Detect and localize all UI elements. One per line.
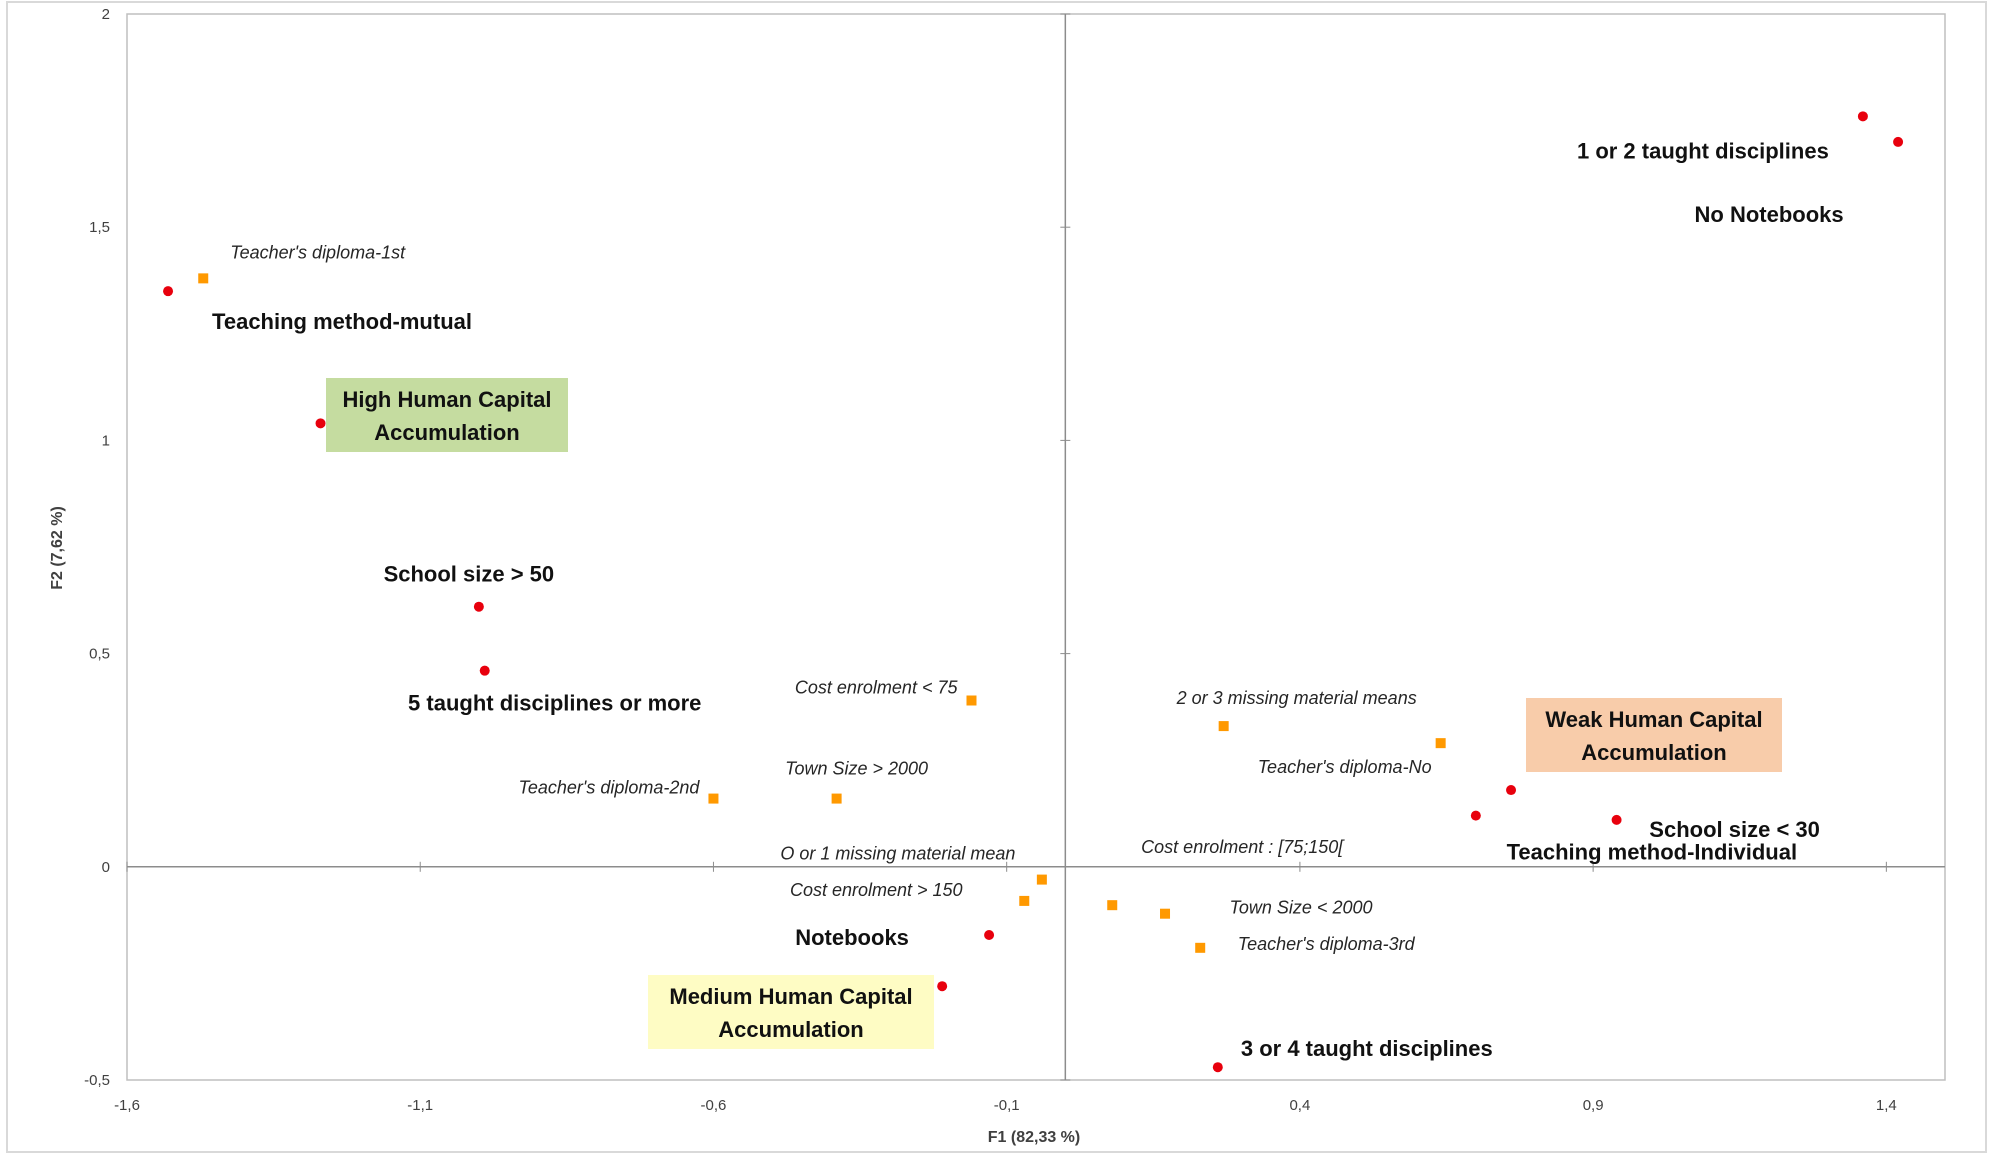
supplementary-point [1435, 738, 1446, 749]
supplementary-point [1195, 942, 1206, 953]
active-point [1857, 111, 1868, 122]
axes [126, 13, 1945, 1081]
point-label: Cost enrolment > 150 [790, 880, 963, 900]
active-point [1470, 810, 1481, 821]
point-label: Town Size < 2000 [1230, 898, 1373, 918]
y-tick-label: 0,5 [89, 646, 110, 663]
box-background [1526, 698, 1782, 772]
box-label: Medium Human Capital [669, 984, 912, 1009]
point-label: 1 or 2 taught disciplines [1577, 138, 1829, 163]
point-label: Town Size > 2000 [785, 759, 928, 779]
y-tick-label: 1 [102, 432, 110, 449]
y-tick-label: -0,5 [84, 1072, 110, 1089]
x-tick-label: -0,6 [701, 1097, 727, 1114]
point-label: Teacher's diploma-2nd [519, 778, 701, 798]
supplementary-point [708, 793, 719, 804]
box-background [648, 975, 934, 1049]
x-tick-label: 0,4 [1289, 1097, 1310, 1114]
supplementary-point [1160, 908, 1171, 919]
active-point [479, 665, 490, 676]
box-label: Weak Human Capital [1545, 707, 1762, 732]
point-label: School size > 50 [384, 562, 555, 587]
supplementary-point [1036, 874, 1047, 885]
point-label: Teacher's diploma-3rd [1238, 934, 1416, 954]
box-background [326, 378, 568, 452]
box-medium-human-capital: Medium Human Capital Accumulation [648, 975, 934, 1049]
point-label: O or 1 missing material mean [780, 844, 1015, 864]
x-tick-label: -1,6 [114, 1097, 140, 1114]
point-label: Teacher's diploma-No [1258, 757, 1432, 777]
supplementary-point [1218, 721, 1229, 732]
box-weak-human-capital: Weak Human Capital Accumulation [1526, 698, 1782, 772]
x-tick-label: -1,1 [407, 1097, 433, 1114]
active-point [315, 418, 326, 429]
active-point [1611, 814, 1622, 825]
y-tick-label: 0 [102, 859, 110, 876]
y-tick-label: 2 [102, 6, 110, 23]
box-label: Accumulation [374, 420, 519, 445]
box-label: Accumulation [718, 1017, 863, 1042]
point-label: 5 taught disciplines or more [408, 691, 701, 716]
supplementary-point [831, 793, 842, 804]
supplementary-point [1019, 895, 1030, 906]
point-label: 3 or 4 taught disciplines [1241, 1036, 1493, 1061]
x-axis-title: F1 (82,33 %) [988, 1129, 1080, 1146]
supplementary-point [198, 273, 209, 284]
point-label: Notebooks [795, 925, 909, 950]
point-label: No Notebooks [1695, 202, 1844, 227]
y-axis-title: F2 (7,62 %) [49, 506, 66, 590]
point-label: 2 or 3 missing material means [1176, 688, 1417, 708]
x-tick-label: 0,9 [1583, 1097, 1604, 1114]
x-tick-label: 1,4 [1876, 1097, 1897, 1114]
supplementary-point [1107, 900, 1118, 911]
active-point [473, 601, 484, 612]
active-point [1212, 1062, 1223, 1073]
tick-labels: -1,6 -1,1 -0,6 -0,1 0,4 0,9 1,4 -0,5 0 0,5 1 1,5 2 [84, 6, 1897, 1114]
active-point [163, 286, 174, 297]
supplementary-point [966, 695, 977, 706]
point-labels: Teaching method-mutual School size > 50 5 … [212, 138, 1844, 1061]
active-point [1893, 136, 1904, 147]
box-label: High Human Capital [342, 387, 551, 412]
point-label: School size < 30 [1649, 817, 1820, 842]
point-label: Cost enrolment < 75 [795, 678, 959, 698]
plot-area [126, 13, 1946, 1081]
y-tick-label: 1,5 [89, 219, 110, 236]
active-point [937, 981, 948, 992]
box-high-human-capital: High Human Capital Accumulation [326, 378, 568, 452]
chart-border [6, 1, 1987, 1153]
active-point [984, 930, 995, 941]
active-point [1506, 785, 1517, 796]
x-tick-label: -0,1 [994, 1097, 1020, 1114]
point-label: Teacher's diploma-1st [230, 242, 406, 262]
point-label: Cost enrolment : [75;150[ [1141, 837, 1345, 857]
point-label: Teaching method-mutual [212, 309, 472, 334]
box-label: Accumulation [1581, 740, 1726, 765]
point-label: Teaching method-Individual [1507, 840, 1798, 865]
data-points [163, 111, 1904, 1073]
